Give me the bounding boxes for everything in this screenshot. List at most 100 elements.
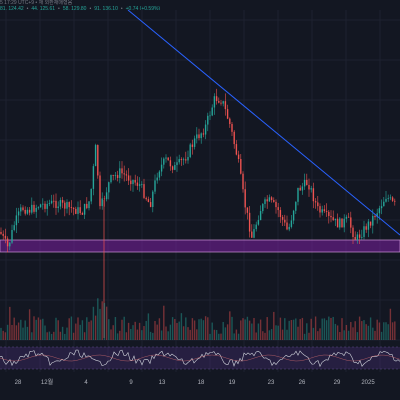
volume-bar [24,320,26,340]
candle-body [17,211,20,216]
candle-body [323,209,326,212]
volume-bar [17,322,20,340]
volume-bar [178,321,180,340]
volume-bar [130,328,132,340]
volume-bar [358,316,361,340]
volume-bar [4,332,7,340]
candle-body [174,165,176,170]
volume-bar [132,325,134,340]
candle-body [380,206,383,209]
candle-body [39,204,42,208]
volume-bar [314,316,317,340]
candle-body [369,221,372,226]
volume-bar [229,311,231,340]
volume-bar [372,327,374,340]
volume-bar [196,329,198,340]
volume-bar [354,321,356,340]
volume-bar [152,332,154,340]
volume-bar [0,327,2,340]
candle-body [9,242,11,247]
candle-body [86,203,88,209]
volume-bar [235,329,238,340]
volume-bar [330,317,332,340]
candle-body [336,218,339,228]
volume-bar [277,325,279,340]
ohlc-value: • [26,6,29,10]
volume-bar [138,322,141,340]
candle-body [50,200,53,204]
volume-bar [325,320,328,340]
volume-bar [233,333,235,340]
volume-bar [244,319,246,340]
volume-bar [295,318,297,340]
volume-bar [165,326,167,340]
candle-body [361,236,363,238]
volume-bar [376,319,378,340]
candle-body [253,229,255,238]
candle-body [53,200,55,202]
volume-bar [347,330,350,340]
volume-bar [187,327,189,340]
candle-body [354,236,356,240]
volume-bar [394,321,396,340]
volume-bar [312,327,315,340]
volume-bar [268,330,271,340]
volume-bar [226,324,229,340]
volume-bar [273,311,275,340]
candle-body [35,207,37,212]
volume-bar [28,309,31,340]
candle-body [171,166,174,170]
volume-bar [35,319,37,340]
candle-body [72,208,75,209]
candle-body [207,115,209,125]
candle-body [240,159,242,174]
volume-bar [246,316,249,340]
volume-bar [31,332,33,340]
candle-body [94,145,97,167]
volume-bar [292,319,295,340]
candle-body [385,198,387,202]
volume-bar [2,330,4,340]
candle-body [215,96,218,101]
candle-body [301,186,304,191]
candle-body [57,206,59,209]
candle-body [55,200,57,209]
ohlc-value: 58, 129.80 [62,6,87,10]
ohlc-value: 91, 136.10 [94,6,118,10]
x-tick-label: 4 [84,380,88,386]
candle-body [306,179,308,185]
volume-bar [341,318,343,340]
volume-bar [345,325,348,340]
candle-body [24,209,26,214]
volume-bar [145,320,147,340]
volume-bar [33,316,35,340]
candle-body [143,184,145,198]
trendline [127,9,400,236]
volume-bar [224,327,227,340]
volume-bar [22,327,24,340]
volume-bar [39,319,42,340]
volume-bar [266,317,268,340]
candle-body [367,221,370,230]
candle-body [325,211,328,212]
candle-body [99,175,101,207]
candle-body [178,159,180,163]
volume-bar [220,333,222,340]
candle-body [297,187,299,202]
volume-bar [97,298,99,340]
volume-bar [303,333,306,340]
candle-body [266,199,268,202]
volume-bar [92,306,95,340]
candle-body [224,101,227,110]
candle-body [257,220,260,225]
candle-body [345,216,348,219]
candle-body [75,208,77,214]
candle-body [189,144,191,158]
candle-body [26,209,29,214]
volume-bar [385,322,387,340]
volume-bar [70,316,73,340]
candle-body [262,203,264,212]
volume-bar [134,321,136,340]
volume-bar [114,317,117,340]
